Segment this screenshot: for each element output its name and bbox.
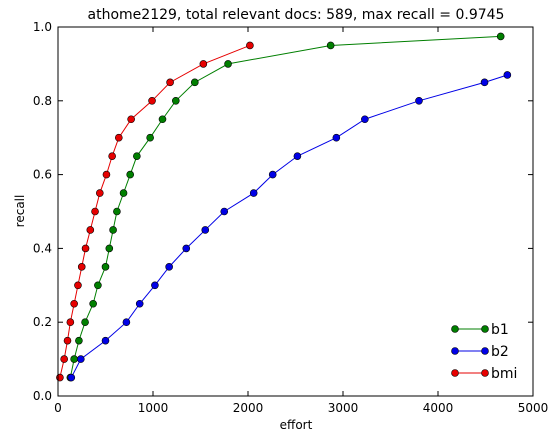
data-point-b2 xyxy=(201,226,210,234)
legend-label: b2 xyxy=(491,344,509,360)
series-b1 xyxy=(66,32,505,382)
y-tick-label: 0.2 xyxy=(33,315,52,329)
data-point-b2 xyxy=(249,189,258,197)
x-tick-label: 1000 xyxy=(138,401,169,415)
data-point-bmi xyxy=(63,336,72,345)
y-tick-label: 0.6 xyxy=(33,168,52,182)
data-point-b2 xyxy=(122,318,131,327)
data-point-b2 xyxy=(293,152,302,160)
data-point-b1 xyxy=(113,207,121,216)
data-point-b1 xyxy=(75,336,83,345)
legend-marker xyxy=(481,347,489,355)
data-point-bmi xyxy=(148,97,156,105)
y-tick-label: 0.0 xyxy=(33,389,52,403)
x-tick-label: 5000 xyxy=(518,401,549,415)
data-point-bmi xyxy=(91,207,99,216)
x-tick-label: 0 xyxy=(54,401,62,415)
chart-title: athome2129, total relevant docs: 589, ma… xyxy=(88,7,505,23)
legend-label: bmi xyxy=(491,366,517,382)
data-point-b1 xyxy=(146,133,154,142)
data-point-bmi xyxy=(77,263,86,271)
legend-marker xyxy=(451,347,459,355)
series-line-b2 xyxy=(70,74,508,378)
data-point-bmi xyxy=(66,318,75,327)
data-point-b1 xyxy=(126,170,134,179)
legend-label: b1 xyxy=(491,322,509,338)
y-tick-label: 1.0 xyxy=(33,20,52,34)
data-point-b2 xyxy=(101,336,110,345)
data-point-b1 xyxy=(109,226,117,234)
data-point-b1 xyxy=(94,281,102,290)
legend-item-b2: b2 xyxy=(451,344,509,360)
data-point-b1 xyxy=(496,32,505,41)
data-point-b2 xyxy=(67,373,76,382)
y-axis-label: recall xyxy=(13,195,27,228)
legend-marker xyxy=(481,369,489,377)
data-point-b2 xyxy=(415,97,423,105)
data-point-b1 xyxy=(101,263,110,271)
series-b2 xyxy=(67,71,512,382)
y-axis-ticks: 0.0 0.2 0.4 0.6 0.8 1.0 xyxy=(33,20,533,403)
data-point-b2 xyxy=(268,170,277,179)
y-tick-label: 0.4 xyxy=(33,241,52,255)
data-point-b2 xyxy=(220,207,229,216)
data-point-bmi xyxy=(74,281,82,290)
data-point-b2 xyxy=(77,355,85,363)
data-point-b1 xyxy=(133,152,141,160)
x-tick-label: 3000 xyxy=(328,401,359,415)
data-point-bmi xyxy=(70,299,78,308)
data-point-bmi xyxy=(199,60,208,68)
data-point-b1 xyxy=(81,318,89,327)
data-point-bmi xyxy=(115,133,123,142)
x-tick-label: 4000 xyxy=(423,401,454,415)
data-point-b2 xyxy=(151,281,159,290)
x-tick-label: 2000 xyxy=(233,401,264,415)
data-point-b1 xyxy=(89,299,97,308)
data-point-bmi xyxy=(108,152,116,160)
data-point-bmi xyxy=(81,244,90,253)
series-bmi xyxy=(56,41,254,382)
data-point-bmi xyxy=(86,226,95,234)
data-point-b1 xyxy=(119,189,128,197)
data-point-bmi xyxy=(102,170,111,179)
x-axis-label: effort xyxy=(280,418,313,432)
data-point-b1 xyxy=(158,115,167,124)
data-point-b1 xyxy=(105,244,114,253)
data-point-b2 xyxy=(503,71,512,79)
data-point-b2 xyxy=(361,115,369,124)
data-point-bmi xyxy=(60,355,68,363)
data-point-b2 xyxy=(135,299,144,308)
data-point-bmi xyxy=(166,78,174,87)
data-point-b2 xyxy=(332,133,341,142)
data-point-b2 xyxy=(165,263,173,271)
data-point-b1 xyxy=(326,41,335,50)
data-point-b1 xyxy=(172,97,180,105)
legend-marker xyxy=(451,369,459,377)
plot-frame xyxy=(57,26,534,397)
data-point-bmi xyxy=(246,41,254,50)
legend-marker xyxy=(481,325,489,333)
legend-item-bmi: bmi xyxy=(451,366,517,382)
legend-item-b1: b1 xyxy=(451,322,509,338)
y-tick-label: 0.8 xyxy=(33,94,52,108)
data-point-bmi xyxy=(127,115,135,124)
data-point-b2 xyxy=(480,78,489,87)
legend: b1 b2 bmi xyxy=(451,322,517,382)
data-point-b1 xyxy=(224,60,232,68)
data-point-b1 xyxy=(191,78,199,87)
data-point-b2 xyxy=(182,244,191,253)
data-point-bmi xyxy=(96,189,104,197)
data-point-b1 xyxy=(70,355,78,363)
legend-marker xyxy=(451,325,459,333)
data-point-bmi xyxy=(56,373,64,382)
series-layer xyxy=(56,32,512,382)
